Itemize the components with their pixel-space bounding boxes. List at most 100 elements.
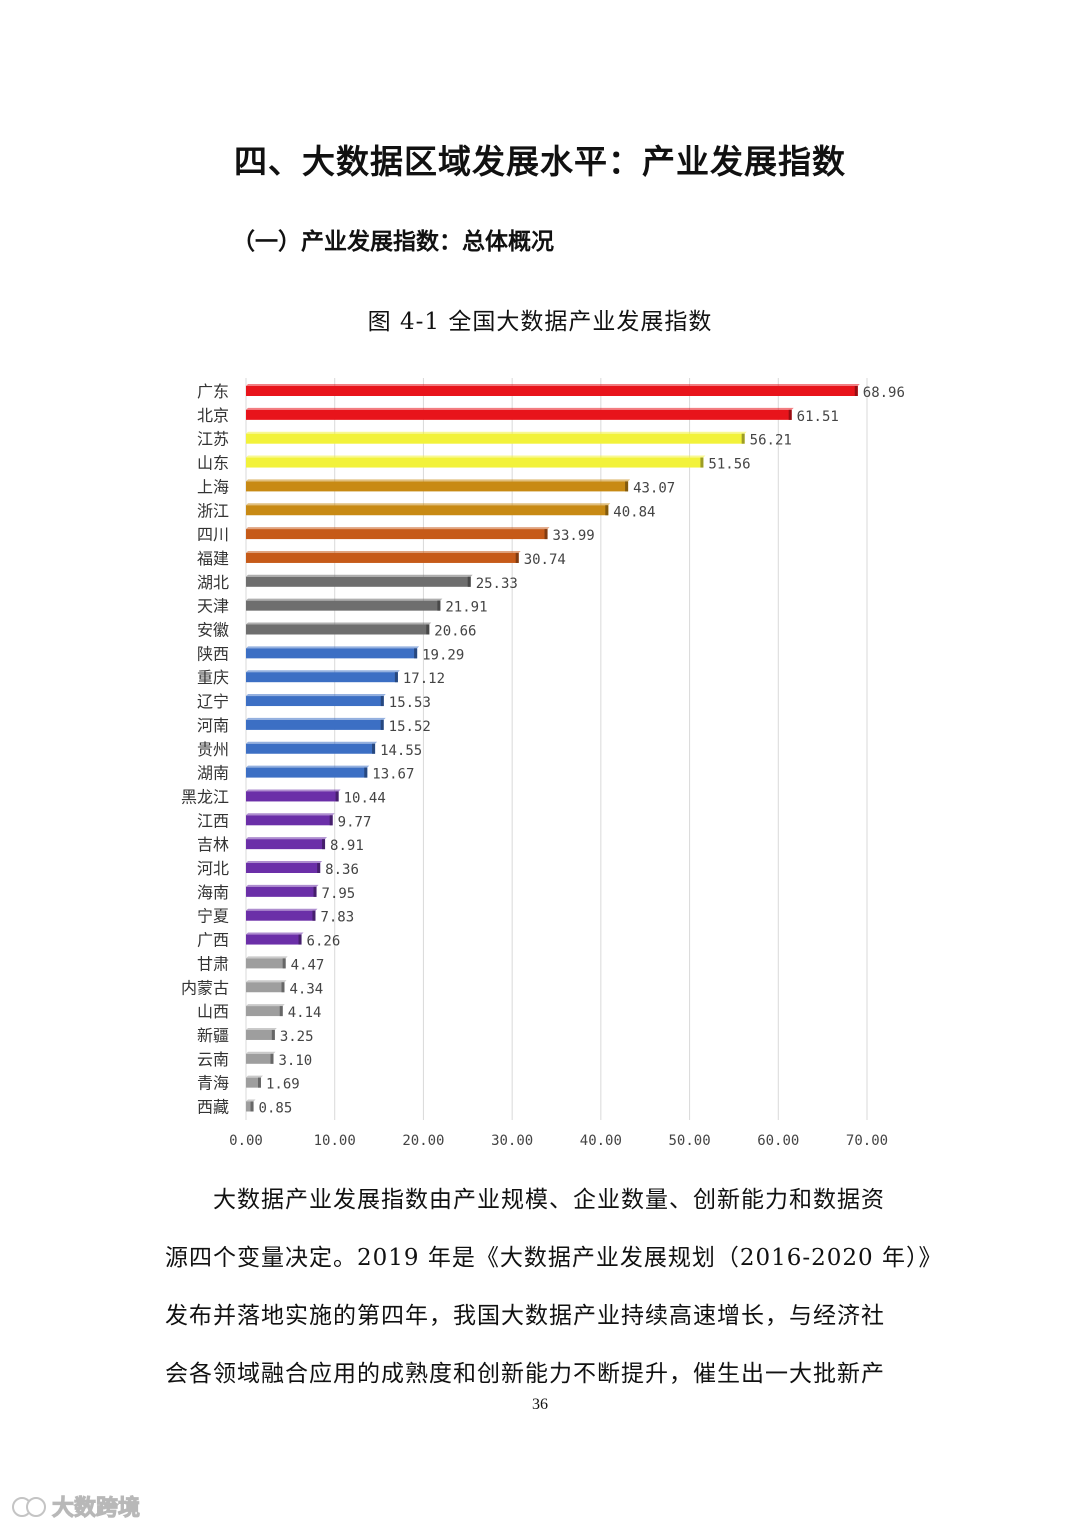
- category-label: 上海: [197, 477, 229, 496]
- bar-top-face: [246, 407, 794, 410]
- bar: [246, 839, 326, 850]
- watermark: 大数跨境: [12, 1490, 141, 1522]
- value-label: 4.47: [291, 957, 325, 973]
- category-label: 陕西: [197, 644, 229, 663]
- category-label: 北京: [197, 406, 229, 425]
- bar: [246, 791, 339, 802]
- value-label: 51.56: [708, 457, 750, 473]
- bar: [246, 1077, 261, 1088]
- category-label: 贵州: [197, 740, 229, 759]
- x-tick-label: 70.00: [846, 1133, 888, 1149]
- bar: [246, 600, 441, 611]
- bar: [246, 433, 745, 444]
- category-label: 河南: [197, 716, 229, 735]
- bar-end-face: [394, 672, 398, 683]
- bar-end-face: [372, 743, 376, 754]
- value-label: 14.55: [380, 743, 422, 759]
- bar-end-face: [281, 982, 285, 993]
- bar: [246, 386, 858, 396]
- category-label: 新疆: [197, 1026, 229, 1045]
- bar-end-face: [544, 529, 548, 540]
- bar: [246, 815, 333, 826]
- value-label: 8.36: [325, 862, 359, 878]
- value-label: 25.33: [476, 576, 518, 592]
- bar-end-face: [335, 791, 339, 802]
- page-number: 36: [532, 1396, 548, 1413]
- bar-top-face: [246, 1027, 277, 1030]
- figure-caption: 图 4-1 全国大数据产业发展指数: [367, 309, 713, 335]
- bar-top-face: [246, 980, 287, 983]
- bar-end-face: [467, 576, 471, 587]
- bar-end-face: [625, 481, 629, 492]
- category-label: 黑龙江: [181, 787, 229, 806]
- value-label: 3.25: [280, 1029, 314, 1045]
- bar-top-face: [246, 574, 473, 577]
- bar: [246, 648, 418, 659]
- bar-top-face: [246, 765, 370, 768]
- x-tick-label: 40.00: [580, 1133, 622, 1149]
- category-label: 青海: [197, 1074, 229, 1093]
- bar-end-face: [322, 839, 326, 850]
- category-label: 广东: [197, 382, 229, 401]
- value-label: 33.99: [553, 528, 595, 544]
- bar: [246, 1029, 275, 1040]
- bar-top-face: [246, 717, 386, 720]
- category-label: 海南: [197, 883, 229, 902]
- category-label: 吉林: [197, 835, 229, 854]
- x-tick-label: 20.00: [402, 1133, 444, 1149]
- paragraph-line: 源四个变量决定。2019 年是《大数据产业发展规划（2016-2020 年）》: [165, 1245, 943, 1271]
- x-tick-label: 30.00: [491, 1133, 533, 1149]
- category-label: 宁夏: [197, 907, 229, 926]
- bar-top-face: [246, 741, 378, 744]
- bar-end-face: [298, 934, 302, 945]
- category-label: 重庆: [197, 668, 229, 687]
- paragraph-line: 大数据产业发展指数由产业规模、企业数量、创新能力和数据资: [165, 1187, 885, 1213]
- category-label: 江苏: [197, 430, 229, 449]
- bar: [246, 576, 471, 587]
- bar-top-face: [246, 455, 706, 458]
- value-label: 13.67: [372, 767, 414, 783]
- value-label: 56.21: [750, 433, 792, 449]
- category-label: 天津: [197, 597, 229, 616]
- bar-end-face: [426, 624, 430, 635]
- bar-top-face: [246, 837, 328, 840]
- bar-top-face: [246, 550, 521, 553]
- bar: [246, 696, 384, 707]
- bar-end-face: [380, 719, 384, 730]
- x-tick-label: 50.00: [668, 1133, 710, 1149]
- bar-top-face: [246, 670, 400, 673]
- value-label: 43.07: [633, 480, 675, 496]
- bar-end-face: [250, 1101, 254, 1112]
- watermark-logo-icon: [12, 1493, 46, 1519]
- category-label: 四川: [197, 525, 229, 544]
- value-label: 6.26: [307, 934, 341, 950]
- bar-top-face: [246, 1099, 256, 1102]
- category-label: 福建: [197, 549, 229, 568]
- bar-end-face: [312, 910, 316, 921]
- bar: [246, 409, 792, 420]
- bar-top-face: [246, 598, 443, 601]
- value-label: 20.66: [434, 624, 476, 640]
- page-heading: 四、大数据区域发展水平：产业发展指数: [234, 142, 846, 181]
- bar-end-face: [313, 886, 317, 897]
- category-label: 浙江: [197, 501, 229, 520]
- bar: [246, 529, 548, 540]
- value-label: 7.83: [320, 910, 354, 926]
- bar-top-face: [246, 1051, 276, 1054]
- paragraph-line: 发布并落地实施的第四年，我国大数据产业持续高速增长，与经济社: [165, 1303, 885, 1329]
- bar: [246, 886, 317, 897]
- bar: [246, 1006, 283, 1017]
- category-label: 山东: [197, 454, 229, 473]
- x-tick-label: 10.00: [314, 1133, 356, 1149]
- bar-top-face: [246, 503, 611, 506]
- watermark-text: 大数跨境: [51, 1496, 141, 1522]
- value-label: 4.34: [290, 981, 324, 997]
- bar-top-face: [246, 813, 335, 816]
- bar-end-face: [414, 648, 418, 659]
- bar-top-face: [246, 527, 550, 530]
- value-label: 3.10: [279, 1053, 313, 1069]
- bar: [246, 1101, 254, 1112]
- bar: [246, 457, 704, 468]
- bar: [246, 624, 430, 635]
